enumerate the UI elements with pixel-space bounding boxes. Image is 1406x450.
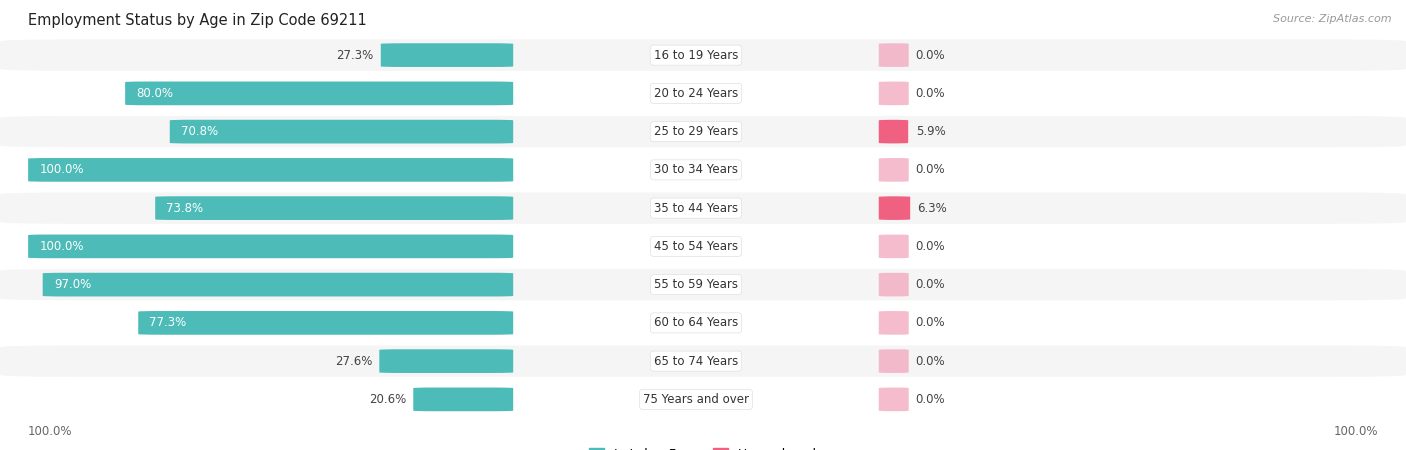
FancyBboxPatch shape [879,311,908,335]
FancyBboxPatch shape [138,311,513,335]
FancyBboxPatch shape [0,116,1406,147]
Text: 0.0%: 0.0% [915,355,945,368]
FancyBboxPatch shape [0,231,1406,262]
Text: 0.0%: 0.0% [915,87,945,100]
Text: 6.3%: 6.3% [917,202,948,215]
Text: 100.0%: 100.0% [28,425,73,438]
Text: 60 to 64 Years: 60 to 64 Years [654,316,738,329]
FancyBboxPatch shape [879,81,908,105]
FancyBboxPatch shape [28,158,513,182]
Text: 0.0%: 0.0% [915,49,945,62]
FancyBboxPatch shape [0,193,1406,224]
Text: 0.0%: 0.0% [915,393,945,406]
FancyBboxPatch shape [879,349,908,373]
FancyBboxPatch shape [0,269,1406,300]
Text: 45 to 54 Years: 45 to 54 Years [654,240,738,253]
Text: Source: ZipAtlas.com: Source: ZipAtlas.com [1274,14,1392,23]
FancyBboxPatch shape [125,81,513,105]
FancyBboxPatch shape [413,387,513,411]
Text: 35 to 44 Years: 35 to 44 Years [654,202,738,215]
Text: 73.8%: 73.8% [166,202,204,215]
FancyBboxPatch shape [0,384,1406,415]
FancyBboxPatch shape [879,387,908,411]
FancyBboxPatch shape [879,234,908,258]
Text: 0.0%: 0.0% [915,316,945,329]
Text: 30 to 34 Years: 30 to 34 Years [654,163,738,176]
Text: 55 to 59 Years: 55 to 59 Years [654,278,738,291]
Text: 0.0%: 0.0% [915,278,945,291]
Text: 100.0%: 100.0% [1333,425,1378,438]
Text: Employment Status by Age in Zip Code 69211: Employment Status by Age in Zip Code 692… [28,14,367,28]
Text: 16 to 19 Years: 16 to 19 Years [654,49,738,62]
FancyBboxPatch shape [879,120,908,144]
FancyBboxPatch shape [170,120,513,144]
Text: 70.8%: 70.8% [181,125,218,138]
Text: 27.3%: 27.3% [336,49,374,62]
Text: 80.0%: 80.0% [136,87,173,100]
Text: 100.0%: 100.0% [39,240,84,253]
FancyBboxPatch shape [0,307,1406,338]
Text: 0.0%: 0.0% [915,240,945,253]
Text: 97.0%: 97.0% [53,278,91,291]
FancyBboxPatch shape [28,234,513,258]
FancyBboxPatch shape [0,154,1406,185]
Text: 65 to 74 Years: 65 to 74 Years [654,355,738,368]
Text: 0.0%: 0.0% [915,163,945,176]
FancyBboxPatch shape [380,349,513,373]
FancyBboxPatch shape [0,346,1406,377]
Text: 5.9%: 5.9% [915,125,945,138]
FancyBboxPatch shape [879,158,908,182]
FancyBboxPatch shape [879,273,908,297]
Legend: In Labor Force, Unemployed: In Labor Force, Unemployed [583,443,823,450]
FancyBboxPatch shape [0,40,1406,71]
Text: 20 to 24 Years: 20 to 24 Years [654,87,738,100]
FancyBboxPatch shape [879,196,910,220]
Text: 27.6%: 27.6% [335,355,373,368]
FancyBboxPatch shape [0,78,1406,109]
Text: 100.0%: 100.0% [39,163,84,176]
FancyBboxPatch shape [155,196,513,220]
Text: 75 Years and over: 75 Years and over [643,393,749,406]
Text: 20.6%: 20.6% [368,393,406,406]
FancyBboxPatch shape [381,43,513,67]
FancyBboxPatch shape [879,43,908,67]
Text: 25 to 29 Years: 25 to 29 Years [654,125,738,138]
FancyBboxPatch shape [42,273,513,297]
Text: 77.3%: 77.3% [149,316,187,329]
